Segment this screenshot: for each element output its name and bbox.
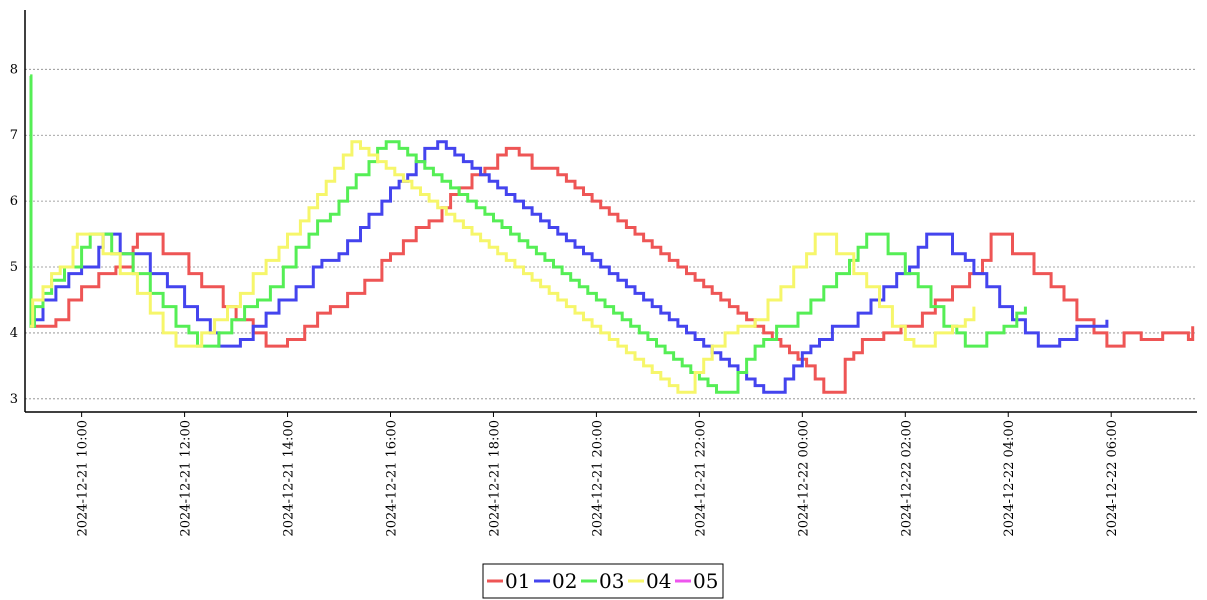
x-tick-label: 2024-12-21 22:00 [693,420,708,537]
y-tick-label: 5 [10,260,18,275]
series-line-01 [29,127,1195,394]
legend-label-01: 01 [505,569,530,593]
y-tick-label: 8 [10,62,18,77]
legend: 01 02 03 04 05 [482,563,724,599]
legend-label-02: 02 [552,569,577,593]
series-line-02 [30,140,1109,394]
y-tick-label: 3 [10,392,18,407]
x-tick-label: 2024-12-21 18:00 [487,420,502,537]
x-tick-labels: 2024-12-21 10:00 2024-12-21 12:00 2024-12-… [76,412,1120,537]
x-tick-label: 2024-12-21 12:00 [179,420,194,537]
y-gridlines [25,68,1197,400]
series-line-04 [30,140,976,394]
x-tick-label: 2024-12-21 20:00 [590,420,605,537]
y-tick-label: 7 [10,128,18,143]
x-tick-label: 2024-12-22 06:00 [1105,420,1120,537]
legend-label-04: 04 [646,569,671,593]
x-tick-label: 2024-12-21 10:00 [76,420,91,537]
y-tick-label: 6 [10,194,18,209]
axes [24,10,1197,413]
legend-label-03: 03 [599,569,624,593]
x-tick-label: 2024-12-22 04:00 [1002,420,1017,537]
x-tick-label: 2024-12-22 00:00 [796,420,811,537]
y-tick-label: 4 [10,326,18,341]
series-line-03 [29,74,1027,394]
legend-label-05: 05 [693,569,718,593]
x-tick-label: 2024-12-22 02:00 [899,420,914,537]
x-tick-label: 2024-12-21 14:00 [282,420,297,537]
x-tick-label: 2024-12-21 16:00 [384,420,399,537]
series-lines [29,74,1195,394]
y-tick-labels: 3 4 5 6 7 8 [10,62,18,407]
